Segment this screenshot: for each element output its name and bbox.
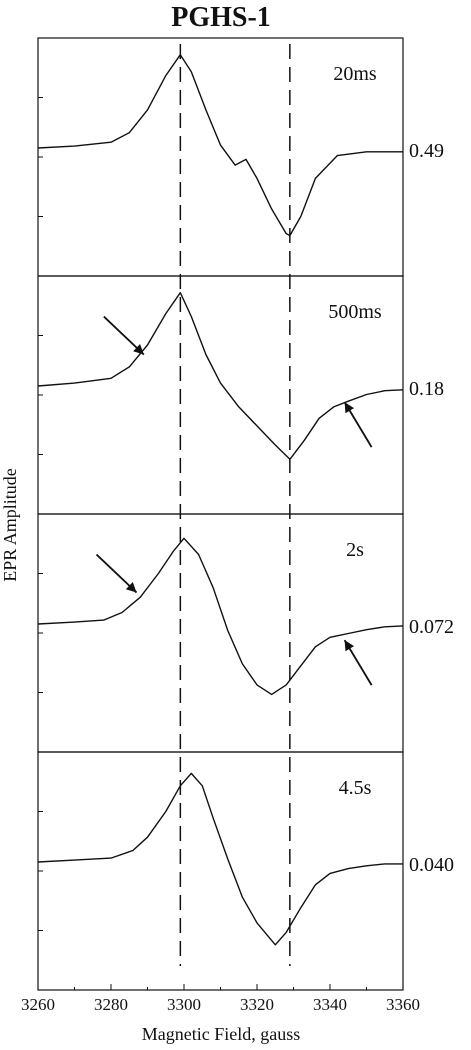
time-label: 500ms [328,301,382,323]
chart-title: PGHS-1 [171,2,271,33]
panel-3: 2s 0.072 [37,513,454,753]
panel-1: 20ms 0.49 [37,37,444,277]
scale-label: 0.18 [409,378,444,400]
epr-trace [37,537,404,696]
x-tick-label: 3280 [94,995,128,1014]
scale-label: 0.072 [409,616,454,638]
x-tick-label: 3300 [167,995,201,1014]
panel-4: 4.5s 0.040 [37,751,454,991]
x-axis: 3260 3280 3300 3320 3340 3360 [21,984,420,1014]
panels: 20ms 0.49 500ms 0.18 2s 0.072 4.5s 0.040 [37,37,454,991]
arrow [95,553,138,594]
time-label: 4.5s [339,777,372,799]
y-axis-label: EPR Amplitude [0,468,20,582]
arrow [343,401,373,448]
epr-trace [37,292,404,460]
epr-trace [37,54,403,237]
x-tick-label: 3340 [313,995,347,1014]
reference-lines [179,44,291,966]
time-label: 2s [346,539,364,561]
panel-2: 500ms 0.18 [37,275,444,515]
x-tick-label: 3360 [386,995,420,1014]
x-axis-label: Magnetic Field, gauss [142,1024,300,1044]
x-tick-label: 3260 [21,995,55,1014]
x-tick-label: 3320 [240,995,274,1014]
arrow [343,639,373,686]
epr-trace [37,772,403,946]
arrow [103,315,145,356]
time-label: 20ms [333,63,377,85]
scale-label: 0.49 [409,140,444,162]
scale-label: 0.040 [409,854,454,876]
